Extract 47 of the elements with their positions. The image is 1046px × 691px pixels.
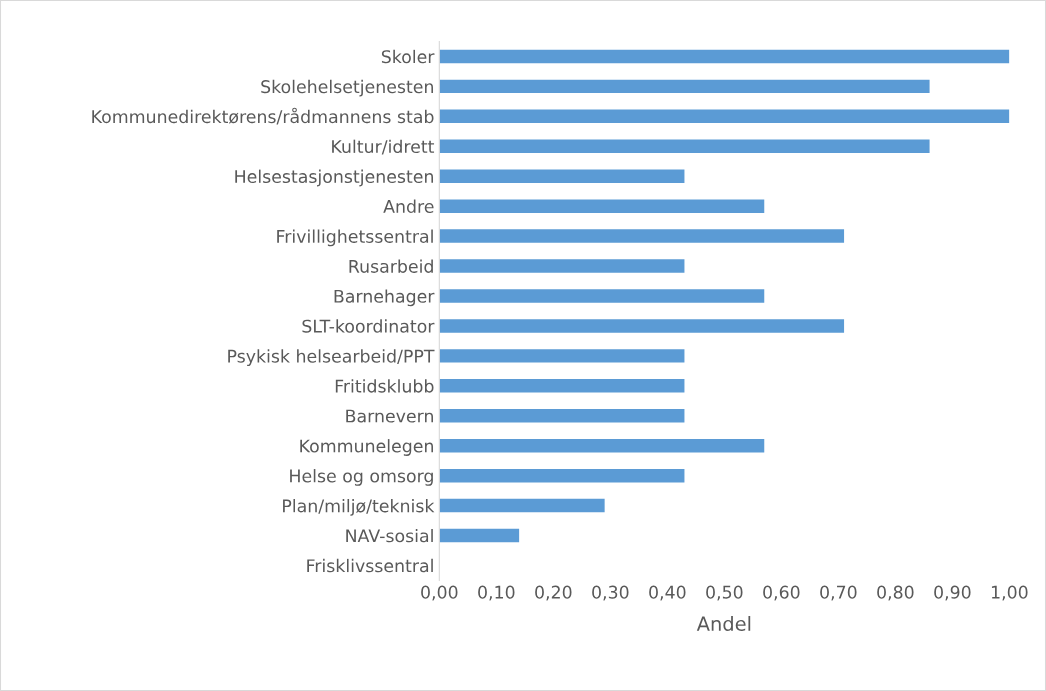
bar [439, 468, 685, 483]
y-tick-label: Skoler [381, 49, 435, 64]
y-tick-label: Barnevern [346, 409, 433, 423]
y-tick-label: Frisklivssentral [307, 558, 433, 573]
bar [439, 139, 930, 153]
x-tick-label: 0,50 [706, 585, 743, 601]
bar [439, 229, 845, 243]
bar [439, 438, 765, 453]
bar [439, 319, 845, 333]
bar [439, 349, 685, 363]
bar [439, 109, 1010, 124]
y-tick-label: Kommunelegen [300, 439, 433, 456]
x-tick-label: 0,70 [820, 585, 857, 601]
y-tick-label: NAV-sosial [346, 528, 433, 543]
y-tick-label: Kommunedirektørens/rådmannens stab [92, 107, 434, 125]
x-tick-label: 0,20 [535, 585, 572, 601]
bar [439, 289, 765, 303]
y-tick-label: Kultur/idrett [332, 139, 435, 155]
y-tick-label: Skolehelsetjenesten [261, 79, 433, 97]
x-tick-label: 0,30 [592, 585, 629, 601]
y-tick-label: Andre [383, 199, 434, 213]
bar [439, 199, 765, 213]
x-tick-label: 0,40 [649, 585, 686, 601]
y-tick-label: Plan/miljø/teknisk [283, 498, 435, 516]
y-tick-label: Helsestasjonstjenesten [235, 169, 433, 187]
x-tick-label: 0,80 [877, 585, 914, 601]
y-tick-label: Barnehager [334, 289, 435, 307]
y-tick-label: SLT-koordinator [302, 319, 435, 333]
bar [439, 169, 685, 183]
x-tick-label: 1,00 [991, 585, 1028, 601]
x-tick-label: 0,60 [763, 585, 800, 601]
x-axis-title: Andel [696, 615, 751, 632]
x-tick-label: 0,90 [934, 585, 971, 601]
y-tick-label: Fritidsklubb [335, 379, 434, 393]
y-tick-label: Helse og omsorg [290, 469, 433, 486]
y-tick-label: Frivillighetssentral [277, 229, 433, 247]
bar [439, 49, 1010, 64]
bar [439, 498, 605, 513]
y-tick-label: Psykisk helsearbeid/PPT [228, 349, 435, 367]
bar [439, 409, 685, 423]
bar [439, 259, 685, 273]
bar [439, 379, 685, 393]
x-tick-label: 0,00 [421, 585, 458, 601]
bar [439, 79, 930, 94]
x-tick-label: 0,10 [478, 585, 515, 601]
bar [439, 528, 520, 543]
y-tick-label: Rusarbeid [349, 259, 433, 273]
